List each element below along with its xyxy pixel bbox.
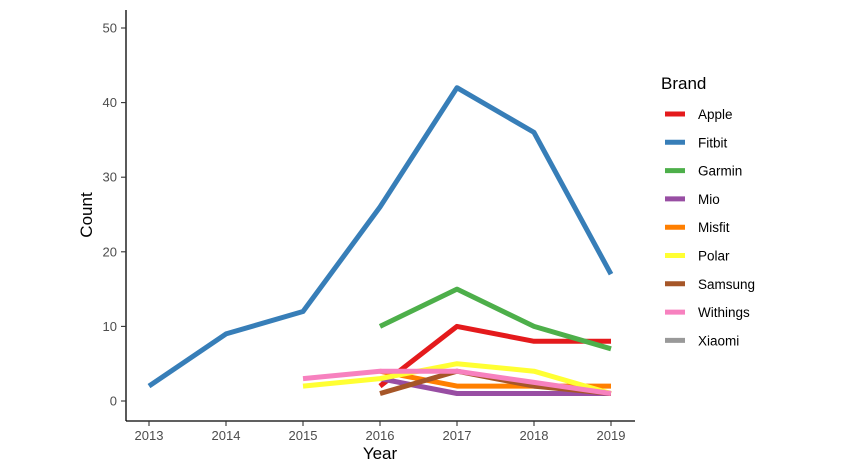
x-tick-label: 2015 bbox=[289, 428, 318, 443]
x-axis-title: Year bbox=[363, 444, 398, 463]
x-tick-label: 2013 bbox=[135, 428, 164, 443]
x-ticks: 2013 2014 2015 2016 2017 2018 2019 bbox=[135, 421, 626, 443]
x-tick-label: 2016 bbox=[366, 428, 395, 443]
y-tick-label: 20 bbox=[103, 244, 117, 259]
x-tick-label: 2019 bbox=[597, 428, 626, 443]
y-tick-label: 10 bbox=[103, 319, 117, 334]
x-tick-label: 2018 bbox=[520, 428, 549, 443]
legend-label-fitbit: Fitbit bbox=[698, 135, 728, 150]
series-line-mio bbox=[379, 376, 611, 396]
series-lines bbox=[147, 85, 614, 396]
y-tick-label: 40 bbox=[103, 95, 117, 110]
legend-label-misfit: Misfit bbox=[698, 220, 730, 235]
legend-title: Brand bbox=[661, 74, 706, 93]
legend-label-samsung: Samsung bbox=[698, 277, 755, 292]
legend-label-garmin: Garmin bbox=[698, 164, 742, 179]
series-line-apple bbox=[378, 323, 611, 389]
legend-label-withings: Withings bbox=[698, 305, 750, 320]
y-tick-label: 0 bbox=[110, 394, 117, 409]
series-line-withings bbox=[302, 368, 612, 396]
legend-label-apple: Apple bbox=[698, 107, 733, 122]
series-line-polar bbox=[302, 361, 612, 396]
x-tick-label: 2014 bbox=[212, 428, 241, 443]
legend-label-polar: Polar bbox=[698, 249, 730, 264]
y-tick-label: 30 bbox=[103, 170, 117, 185]
axes bbox=[125, 10, 635, 422]
y-ticks: 0 10 20 30 40 50 bbox=[103, 21, 126, 409]
x-tick-label: 2017 bbox=[443, 428, 472, 443]
series-line-fitbit bbox=[147, 85, 614, 389]
y-axis-title: Count bbox=[77, 192, 96, 238]
legend-label-mio: Mio bbox=[698, 192, 720, 207]
y-tick-label: 50 bbox=[103, 21, 117, 36]
legend-label-xiaomi: Xiaomi bbox=[698, 333, 739, 348]
legend: Brand Apple Fitbit Garmin Mio Misfit Polar Sam… bbox=[661, 74, 755, 348]
series-line-garmin bbox=[378, 286, 612, 352]
